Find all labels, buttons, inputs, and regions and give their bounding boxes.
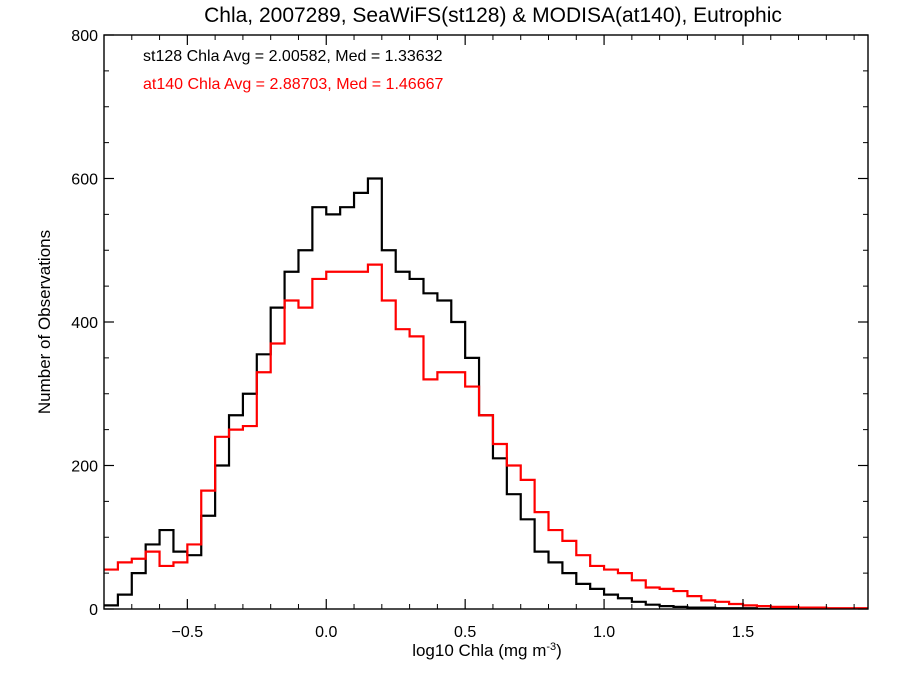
y-tick-label: 400 xyxy=(71,315,98,332)
x-axis-label-close: ) xyxy=(556,641,562,660)
y-tick-label: 600 xyxy=(71,172,98,189)
annotation-st128: st128 Chla Avg = 2.00582, Med = 1.33632 xyxy=(143,48,443,65)
annotation-at140: at140 Chla Avg = 2.88703, Med = 1.46667 xyxy=(143,76,443,93)
plot-area xyxy=(104,177,868,609)
y-tick-label: 0 xyxy=(89,602,98,619)
x-axis: −0.5 0.0 0.5 1.0 1.5 xyxy=(131,35,855,641)
x-axis-label: log10 Chla (mg m-3) xyxy=(412,641,562,660)
plot-frame xyxy=(103,34,869,610)
x-tick-label: 0.0 xyxy=(315,624,337,641)
y-axis-label: Number of Observations xyxy=(35,230,54,414)
series-line-at140 xyxy=(104,263,868,609)
series-line-st128 xyxy=(104,177,868,609)
x-axis-label-sup: -3 xyxy=(546,641,556,653)
x-tick-label: 0.5 xyxy=(454,624,476,641)
x-tick-label: 1.5 xyxy=(732,624,754,641)
x-tick-label: 1.0 xyxy=(593,624,615,641)
y-tick-label: 200 xyxy=(71,459,98,476)
y-tick-label: 800 xyxy=(71,28,98,45)
series-layer xyxy=(104,177,868,609)
chart-title: Chla, 2007289, SeaWiFS(st128) & MODISA(a… xyxy=(204,4,782,27)
x-axis-label-main: log10 Chla (mg m xyxy=(412,641,546,660)
x-tick-label: −0.5 xyxy=(172,624,204,641)
y-axis: 0 200 400 600 800 xyxy=(71,28,868,619)
